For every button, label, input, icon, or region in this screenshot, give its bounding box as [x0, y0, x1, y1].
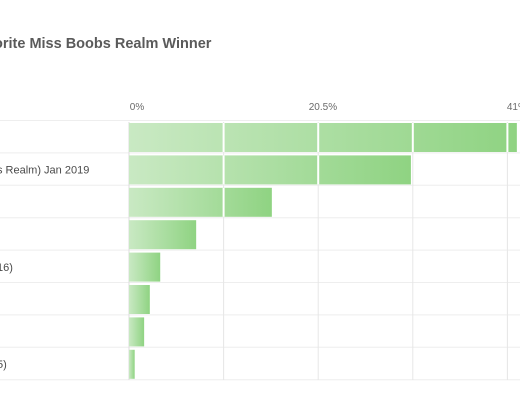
category-label: )	[0, 294, 1, 306]
bar[interactable]	[129, 317, 145, 347]
bar[interactable]	[129, 252, 161, 282]
label-layer: s Realm) Jan 2019 16)) 5)	[0, 165, 89, 371]
bar[interactable]	[129, 285, 150, 314]
bar-layer	[129, 123, 517, 379]
bar[interactable]	[129, 349, 135, 379]
chart-title: orite Miss Boobs Realm Winner	[0, 36, 212, 52]
bar[interactable]	[129, 123, 517, 152]
category-label: 16)	[0, 262, 13, 274]
category-label: s Realm) Jan 2019	[0, 165, 89, 177]
bar[interactable]	[129, 220, 197, 250]
grid-layer	[0, 120, 520, 381]
tick-layer: 0% 20.5% 41%	[130, 102, 520, 113]
bar[interactable]	[129, 155, 411, 185]
x-tick-label: 41%	[507, 102, 520, 113]
x-tick-label: 20.5%	[309, 102, 337, 113]
bar[interactable]	[129, 187, 272, 217]
category-label: 5)	[0, 359, 7, 371]
x-tick-label: 0%	[130, 102, 145, 113]
